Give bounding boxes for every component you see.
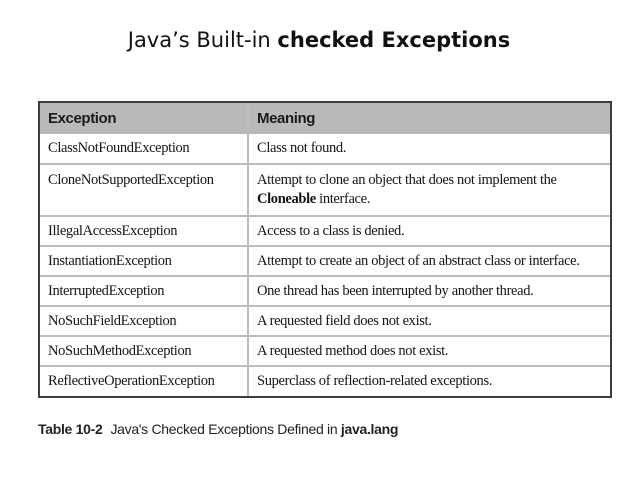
meaning-bold-term: Cloneable <box>257 191 316 207</box>
exception-meaning: A requested method does not exist. <box>247 335 610 366</box>
exception-name: NoSuchMethodException <box>40 335 248 366</box>
table-row: NoSuchFieldException A requested field d… <box>40 305 610 336</box>
caption-bold: java.lang <box>340 421 399 437</box>
exception-meaning: Access to a class is denied. <box>247 215 610 246</box>
table-row: ReflectiveOperationException Superclass … <box>40 365 610 396</box>
table-row: IllegalAccessException Access to a class… <box>40 215 610 246</box>
exceptions-table: Exception Meaning ClassNotFoundException… <box>40 103 610 396</box>
meaning-line-2: interface. <box>315 191 370 207</box>
table-row: InstantiationException Attempt to create… <box>40 245 610 276</box>
slide-title: Java’s Built-in checked Exceptions <box>0 28 638 52</box>
meaning-line-1: Attempt to clone an object that does not… <box>257 172 557 188</box>
exception-name: InstantiationException <box>40 245 248 276</box>
exception-name: InterruptedException <box>40 275 248 306</box>
table-row: NoSuchMethodException A requested method… <box>40 335 610 366</box>
slide-title-bold: checked Exceptions <box>277 28 511 52</box>
table-header-row: Exception Meaning <box>40 103 610 134</box>
exception-name: CloneNotSupportedException <box>40 163 248 216</box>
slide-title-prefix: Java’s Built-in <box>127 28 278 52</box>
exception-meaning: Superclass of reflection-related excepti… <box>247 365 610 396</box>
exception-name: IllegalAccessException <box>40 215 248 246</box>
header-exception: Exception <box>40 103 248 134</box>
exception-meaning: A requested field does not exist. <box>247 305 610 336</box>
exception-meaning: One thread has been interrupted by anoth… <box>247 275 610 306</box>
exception-meaning: Attempt to create an object of an abstra… <box>247 245 610 276</box>
table-row: ClassNotFoundException Class not found. <box>40 134 610 164</box>
table-row: InterruptedException One thread has been… <box>40 275 610 306</box>
exception-meaning: Attempt to clone an object that does not… <box>247 163 610 216</box>
exception-name: NoSuchFieldException <box>40 305 248 336</box>
table-row: CloneNotSupportedException Attempt to cl… <box>40 163 610 216</box>
table-caption: Table 10-2 Java's Checked Exceptions Defi… <box>38 421 612 437</box>
caption-label: Table 10-2 <box>38 421 103 437</box>
exceptions-table-frame: Exception Meaning ClassNotFoundException… <box>38 101 612 398</box>
exception-meaning: Class not found. <box>247 134 610 164</box>
exception-name: ClassNotFoundException <box>40 134 248 164</box>
exception-name: ReflectiveOperationException <box>40 365 248 396</box>
caption-text: Java's Checked Exceptions Defined in <box>110 421 341 437</box>
header-meaning: Meaning <box>247 103 610 134</box>
